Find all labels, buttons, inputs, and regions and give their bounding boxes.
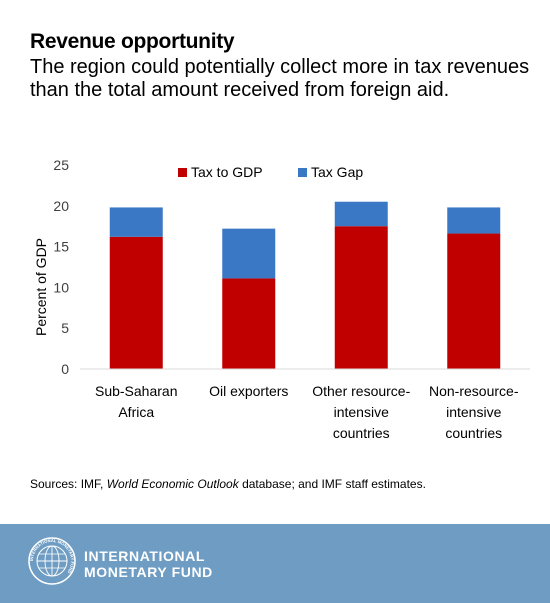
x-category-label: intensive [334,404,389,420]
stacked-bar-chart: 0 5 10 15 20 25 Percent of GDP Sub-Saharan Afric… [33,157,530,441]
source-suffix: database; and IMF staff estimates. [238,477,426,491]
y-tick-label: 10 [53,279,69,295]
x-category-label: Non-resource- [429,383,519,399]
x-category-label: Africa [118,404,154,420]
x-category-label: countries [445,425,502,441]
y-tick-label: 5 [61,320,69,336]
x-category-label: Sub-Saharan [95,383,178,399]
chart-title: Revenue opportunity [30,30,235,53]
legend-label: Tax to GDP [191,164,263,180]
x-category-label: intensive [446,404,501,420]
bar-tax-gap [109,207,163,237]
x-category-label: Other resource- [312,383,410,399]
bar-tax-gap [334,201,388,227]
imf-wordmark: INTERNATIONAL MONETARY FUND [84,548,213,580]
org-name-line-1: INTERNATIONAL [84,548,206,564]
legend-label: Tax Gap [311,164,363,180]
bar-tax-gap [447,207,501,234]
source-prefix: Sources: IMF, [30,477,107,491]
org-name-line-2: MONETARY FUND [84,564,213,580]
bar-tax-gap [222,228,276,279]
legend-swatch [298,168,307,177]
footer-banner: INTERNATIONAL MONETARY FUND INTERNATIONA… [0,524,550,603]
source-note: Sources: IMF, World Economic Outlook dat… [30,477,426,491]
y-tick-label: 0 [61,361,69,377]
x-category-label: countries [333,425,390,441]
y-tick-label: 15 [53,239,69,255]
bar-tax-to-gdp [447,233,501,369]
bar-tax-to-gdp [222,278,276,369]
chart-subtitle: The region could potentially collect mor… [30,56,530,101]
source-database-name: World Economic Outlook [106,477,239,491]
bar-tax-to-gdp [109,236,163,369]
imf-seal-icon: INTERNATIONAL MONETARY FUND [28,537,76,585]
x-category-label: Oil exporters [209,383,288,399]
bar-tax-to-gdp [334,226,388,369]
y-axis-label: Percent of GDP [33,238,49,336]
y-tick-label: 25 [53,157,69,173]
y-tick-label: 20 [53,198,69,214]
legend-swatch [178,168,187,177]
